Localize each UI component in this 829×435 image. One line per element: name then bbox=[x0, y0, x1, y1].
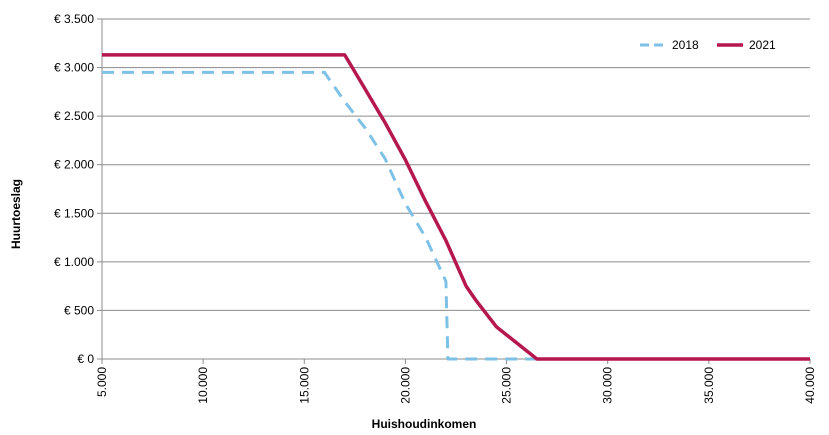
y-tick-label: € 0 bbox=[77, 352, 94, 366]
x-tick-label: 25.000 bbox=[500, 367, 514, 404]
series-line-2021 bbox=[102, 53, 810, 361]
x-tick-label: 30.000 bbox=[601, 367, 615, 404]
grid-lines bbox=[102, 18, 810, 311]
legend-label-2021: 2021 bbox=[749, 38, 776, 52]
y-axis-tick-labels: € 0 € 500 € 1.000 € 1.500 € 2.000 € 2.500 € 3.… bbox=[54, 12, 102, 366]
x-tick-label: 5.000 bbox=[95, 367, 109, 397]
y-tick-label: € 2.500 bbox=[54, 109, 94, 123]
x-axis-tick-labels: 5.000 10.000 15.000 20.000 25.000 30.000 35.00… bbox=[95, 359, 817, 404]
y-tick-label: € 1.000 bbox=[54, 255, 94, 269]
legend-label-2018: 2018 bbox=[672, 38, 699, 52]
y-tick-label: € 2.000 bbox=[54, 158, 94, 172]
y-tick-label: € 1.500 bbox=[54, 206, 94, 220]
series-line-2018 bbox=[102, 70, 810, 361]
x-tick-label: 15.000 bbox=[297, 367, 311, 404]
axes bbox=[101, 19, 810, 360]
x-tick-label: 35.000 bbox=[702, 367, 716, 404]
x-axis-title: Huishoudinkomen bbox=[372, 417, 477, 431]
y-tick-label: € 3.000 bbox=[54, 61, 94, 75]
y-axis-title: Huurtoeslag bbox=[9, 179, 23, 249]
series-lines bbox=[102, 53, 810, 361]
y-tick-label: € 3.500 bbox=[54, 12, 94, 26]
y-tick-label: € 500 bbox=[64, 303, 94, 317]
legend: 2018 2021 bbox=[640, 38, 776, 52]
x-tick-label: 10.000 bbox=[196, 367, 210, 404]
x-tick-label: 20.000 bbox=[398, 367, 412, 404]
x-tick-label: 40.000 bbox=[803, 367, 817, 404]
